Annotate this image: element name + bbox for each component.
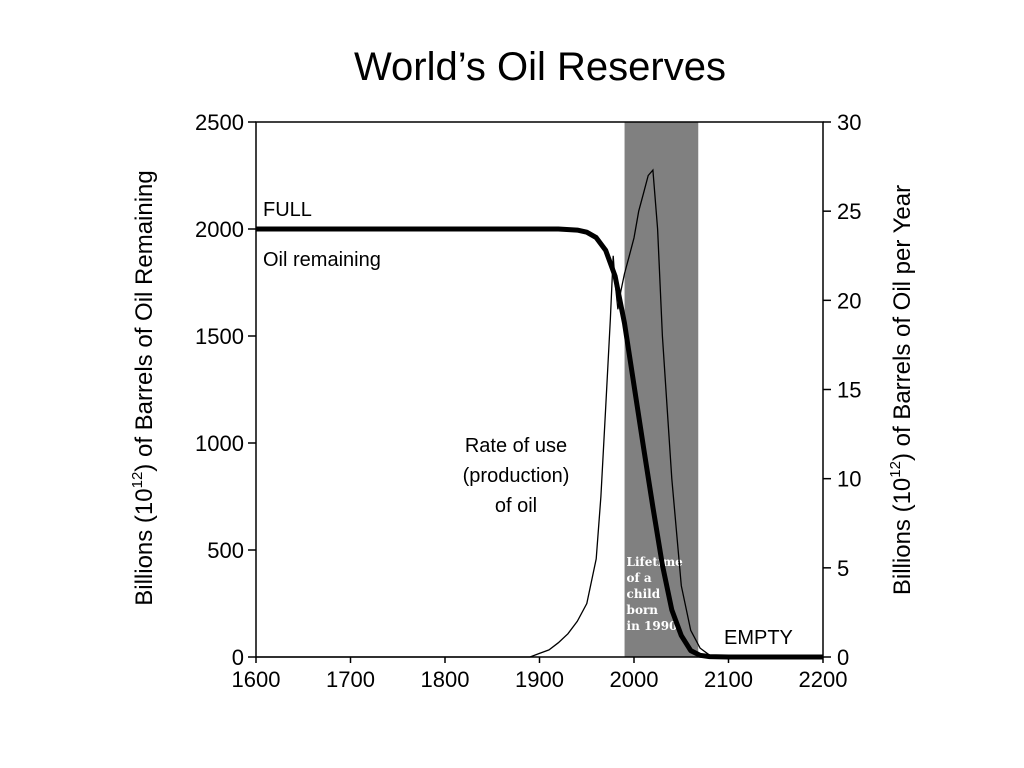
- y-axis-left-label-exponent: 12: [129, 472, 146, 489]
- x-tick-label: 1900: [515, 667, 564, 692]
- rate-of-use-line: [256, 168, 823, 658]
- plot-area: Lifetime of a child born in 1990: [255, 121, 824, 660]
- shaded-region-label-line: child: [627, 587, 661, 601]
- annotation-rate-of-use: Rate of use (production) of oil: [463, 435, 570, 517]
- x-tick-label: 2100: [704, 667, 753, 692]
- annotation-full: FULL: [263, 199, 312, 221]
- y-axis-left: 0 500 1000 1500 2000 2500: [195, 110, 256, 670]
- x-tick-label: 1800: [421, 667, 470, 692]
- y-left-tick-label: 2000: [195, 217, 244, 242]
- oil-remaining-line: [256, 226, 823, 660]
- y-left-tick-label: 1000: [195, 431, 244, 456]
- x-tick-label: 1700: [326, 667, 375, 692]
- x-tick-label: 2000: [610, 667, 659, 692]
- chart-title: World’s Oil Reserves: [354, 45, 726, 89]
- y-left-tick-label: 1500: [195, 324, 244, 349]
- y-right-tick-label: 5: [837, 556, 849, 581]
- y-axis-right-label-prefix: Billions (10: [889, 478, 916, 595]
- y-axis-right: 0 5 10 15 20 25 30: [823, 110, 861, 670]
- y-axis-left-label: Billions (1012) of Barrels of Oil Remain…: [129, 170, 158, 606]
- shaded-region-label-line: in 1990: [627, 619, 678, 633]
- annotation-rate-of-use-line: of oil: [495, 495, 537, 517]
- annotation-empty: EMPTY: [724, 627, 793, 649]
- y-axis-right-label-exponent: 12: [887, 461, 904, 478]
- y-right-tick-label: 30: [837, 110, 861, 135]
- y-axis-left-label-prefix: Billions (10: [131, 488, 158, 605]
- shaded-region-label-line: of a: [627, 571, 652, 585]
- x-tick-label: 1600: [232, 667, 281, 692]
- y-right-tick-label: 10: [837, 467, 861, 492]
- x-tick-label: 2200: [799, 667, 848, 692]
- y-right-tick-label: 20: [837, 288, 861, 313]
- y-left-tick-label: 2500: [195, 110, 244, 135]
- shaded-region-label: Lifetime of a child born in 1990: [627, 555, 684, 633]
- y-left-tick-label: 500: [207, 538, 244, 563]
- shaded-region-label-line: Lifetime: [627, 555, 684, 569]
- x-axis: 1600 1700 1800 1900 2000 2100 2200: [232, 657, 848, 692]
- y-right-tick-label: 25: [837, 199, 861, 224]
- y-right-tick-label: 15: [837, 378, 861, 403]
- y-right-tick-label: 0: [837, 645, 849, 670]
- shaded-region-label-line: born: [627, 603, 659, 617]
- y-left-tick-label: 0: [232, 645, 244, 670]
- y-axis-right-label-suffix: ) of Barrels of Oil per Year: [889, 185, 916, 461]
- y-axis-left-label-suffix: ) of Barrels of Oil Remaining: [131, 170, 158, 471]
- y-axis-right-label: Billions (1012) of Barrels of Oil per Ye…: [887, 185, 916, 595]
- annotation-rate-of-use-line: (production): [463, 465, 570, 487]
- annotation-rate-of-use-line: Rate of use: [465, 435, 567, 457]
- plot-frame: [255, 121, 824, 658]
- annotation-oil-remaining: Oil remaining: [263, 249, 381, 271]
